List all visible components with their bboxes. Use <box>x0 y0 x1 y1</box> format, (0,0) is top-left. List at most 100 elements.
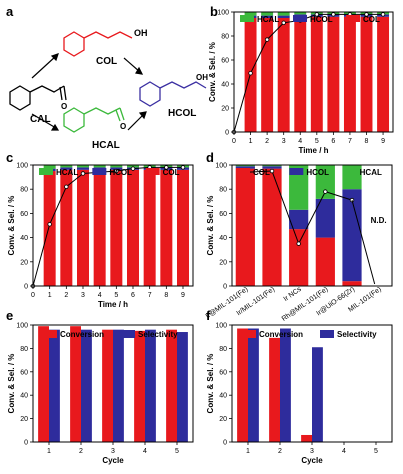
bar-hcal <box>110 165 123 168</box>
y-tick-label: 0 <box>225 130 229 137</box>
bar-hcol <box>262 166 282 169</box>
bar-selectivity <box>280 328 291 442</box>
legend-swatch-hcal <box>240 15 254 22</box>
bar-col <box>327 16 340 132</box>
x-tick-label: 5 <box>374 448 378 455</box>
conversion-point <box>323 189 328 194</box>
legend-label-selectivity: Selectivity <box>337 330 377 339</box>
col-label: COL <box>96 56 117 67</box>
hcal-label: HCAL <box>92 140 120 151</box>
x-tick-label: 9 <box>181 292 185 299</box>
bar-col <box>160 169 173 286</box>
conversion-point <box>164 165 169 170</box>
y-axis-label: Conv. & Sel. / % <box>206 354 215 414</box>
conversion-point <box>248 70 253 76</box>
bar-hcol <box>342 189 362 282</box>
bar-hcol <box>60 167 73 170</box>
y-axis-label: Conv. & Sel. / % <box>7 354 16 414</box>
legend-swatch-hcal <box>39 168 53 175</box>
x-tick-label: 2 <box>278 448 282 455</box>
legend-swatch-conversion <box>43 330 57 338</box>
x-tick-label: 4 <box>298 138 302 145</box>
col-oh-label: OH <box>134 28 148 38</box>
panel-label-d: d <box>206 150 214 165</box>
bar-col <box>177 169 189 286</box>
y-tick-label: 0 <box>24 440 28 447</box>
bar-col <box>110 169 123 286</box>
bar-hcol <box>261 15 274 18</box>
col-molecule <box>63 31 133 57</box>
y-axis-label: Conv. & Sel. / % <box>208 42 217 102</box>
legend-label-selectivity: Selectivity <box>138 330 178 339</box>
legend-swatch-col <box>145 168 160 175</box>
panel-label-a: a <box>6 4 14 19</box>
x-tick-label: 0 <box>31 292 35 299</box>
bar-selectivity <box>145 329 156 442</box>
panel-b: b 0 1 2 3 4 5 6 7 8 9 Time / h 0 20 40 60 80 100 Conv. & S… <box>208 4 394 155</box>
x-tick-label: 3 <box>81 292 85 299</box>
x-tick-label: Rh@MIL-101(Fe) <box>281 286 330 323</box>
y-tick-label: 100 <box>217 10 229 17</box>
y-tick-label: 60 <box>219 369 227 376</box>
hcal-molecule <box>63 107 125 133</box>
bar-col <box>43 171 56 286</box>
legend-label-hcal: HCAL <box>257 15 279 24</box>
conversion-point <box>269 168 275 174</box>
reaction-arrows <box>31 53 147 131</box>
y-tick-label: 20 <box>20 416 28 423</box>
x-tick-label: Ir@MIL-101(Fe) <box>205 286 250 320</box>
y-tick-label: 40 <box>219 393 227 400</box>
conversion-line <box>32 166 183 287</box>
x-tick-label: 3 <box>310 448 314 455</box>
panel-label-c: c <box>6 150 13 165</box>
x-tick-label: 4 <box>98 292 102 299</box>
conversion-point <box>380 12 386 17</box>
conversion-point <box>264 37 270 42</box>
conversion-point <box>314 12 320 17</box>
y-tick-label: 40 <box>20 235 28 242</box>
legend-label-hcol: HCOL <box>310 15 333 24</box>
bar-conversion <box>134 330 145 442</box>
x-tick-label: 5 <box>315 138 319 145</box>
legend-swatch-hcol <box>92 168 107 175</box>
x-tick-label: 3 <box>111 448 115 455</box>
y-tick-label: 40 <box>20 393 28 400</box>
y-tick-label: 40 <box>221 82 229 89</box>
legend-label-hcal: HCAL <box>360 168 382 177</box>
bar-col <box>143 169 156 286</box>
legend-label-hcol: HCOL <box>109 168 132 177</box>
x-tick-label: Ir NCs <box>283 286 304 303</box>
y-tick-label: 100 <box>16 323 28 330</box>
y-tick-label: 0 <box>223 284 227 291</box>
legend-swatch-selectivity <box>121 330 135 338</box>
legend-label-col: COL <box>253 168 270 177</box>
bar-col <box>360 16 373 132</box>
hcol-oh-label: OH <box>196 73 208 82</box>
x-axis-label: Cycle <box>301 456 323 465</box>
bar-hcal <box>315 165 335 199</box>
plot-frame <box>231 324 393 443</box>
conversion-point <box>47 222 52 227</box>
bar-col <box>377 16 390 132</box>
bar-hcal <box>93 165 106 168</box>
hcal-o-label: O <box>120 122 126 131</box>
x-tick-label: 4 <box>342 448 346 455</box>
bar-conversion <box>166 329 177 442</box>
x-tick-label: 4 <box>143 448 147 455</box>
y-tick-label: 80 <box>221 34 229 41</box>
bar-col <box>93 169 106 286</box>
bar-col <box>343 16 356 132</box>
x-tick-label: 3 <box>282 138 286 145</box>
bar-col <box>342 281 362 286</box>
x-axis-label: Cycle <box>102 456 124 465</box>
legend-label-col: COL <box>363 15 380 24</box>
x-tick-label: 1 <box>249 138 253 145</box>
conversion-point <box>64 184 69 189</box>
legend-label-conversion: Conversion <box>60 330 104 339</box>
y-tick-label: 60 <box>221 58 229 65</box>
x-tick-label: 2 <box>79 448 83 455</box>
x-tick-label: 9 <box>381 138 385 145</box>
bar-hcal <box>289 165 309 210</box>
x-axis-label: Time / h <box>98 300 128 309</box>
conversion-point <box>296 241 301 246</box>
